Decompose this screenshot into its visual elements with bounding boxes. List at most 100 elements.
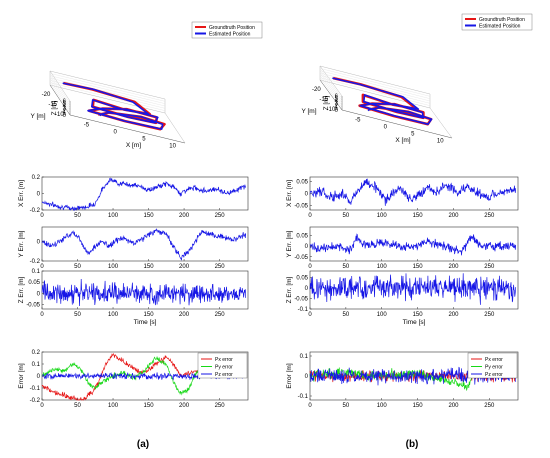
- grid-line: [49, 77, 166, 107]
- x-tick-label: 50: [74, 403, 81, 409]
- x-tick-label: 0: [308, 403, 312, 409]
- x-tick-label: 150: [413, 312, 424, 318]
- x-axis-label: X [m]: [126, 142, 141, 149]
- y-axis-label: Z Err. [m]: [286, 276, 293, 303]
- box-edge: [319, 65, 431, 95]
- y-tick-label: 0: [37, 291, 41, 297]
- x-tick-label: 150: [144, 312, 155, 318]
- grid-line: [49, 77, 71, 109]
- z-tick-label: 3: [63, 106, 67, 112]
- x-axis-label: Time [s]: [134, 319, 157, 326]
- grid-line: [319, 72, 343, 104]
- plot-frame: [41, 176, 249, 211]
- y-tick-label: -0.05: [294, 296, 308, 302]
- x-tick-label: 150: [144, 264, 155, 270]
- x-tick-label: 150: [413, 213, 424, 219]
- grid-line: [49, 73, 166, 102]
- series-line: [309, 273, 517, 305]
- x-tick-label: 10: [169, 144, 176, 150]
- y-axis-label: Y [m]: [301, 108, 316, 115]
- z-tick-label: 1: [63, 111, 67, 117]
- x-tick-label: 200: [179, 213, 190, 219]
- x-tick-label: 250: [215, 312, 226, 318]
- y-tick-label: 0: [305, 374, 309, 380]
- box-edge: [429, 107, 453, 139]
- x-tick-label: -5: [84, 123, 90, 129]
- z-tick-label: 3: [335, 101, 339, 107]
- x-tick-label: 50: [74, 312, 81, 318]
- y-tick-label: -15: [319, 97, 328, 103]
- x-axis-label: Time [s]: [403, 319, 426, 326]
- x-tick-label: 200: [448, 312, 459, 318]
- legend-entry: Px error: [485, 357, 503, 363]
- x-tick-label: 250: [215, 403, 226, 409]
- plot-a-y: 0 50 100 150 200 250-0.20Y Err. [m]: [18, 226, 249, 270]
- x-tick-label: 5: [411, 132, 415, 138]
- y-tick-label: -0.2: [30, 398, 41, 404]
- x-tick-label: 200: [179, 312, 190, 318]
- y-tick-label: 0.1: [300, 354, 309, 360]
- y-tick-label: 0: [37, 374, 41, 380]
- y-axis-label: X Err. [m]: [286, 180, 293, 207]
- y-tick-label: -0.1: [298, 394, 309, 400]
- legend-entry: Px error: [215, 357, 233, 363]
- x-tick-label: 50: [343, 403, 350, 409]
- x-tick-label: 150: [144, 403, 155, 409]
- trajectory-estimated: [332, 77, 433, 125]
- box-edge: [319, 79, 343, 111]
- y-tick-label: 0.05: [296, 234, 308, 240]
- grid-line: [319, 70, 343, 101]
- box-edge: [164, 112, 186, 144]
- grid-line: [49, 73, 71, 104]
- y-axis-label: Y [m]: [30, 113, 45, 120]
- x-tick-label: 50: [343, 312, 350, 318]
- series-line: [309, 233, 517, 256]
- series-line: [309, 178, 517, 206]
- y-tick-label: -10: [55, 112, 64, 118]
- plot-a-p: 0 50 100 150 200 250 -0.2 -0.1 0 0.1 0.2 Error [m] P…: [18, 350, 249, 409]
- y-tick-label: -15: [48, 102, 57, 108]
- y-tick-label: 0.2: [32, 175, 41, 181]
- legend-entry: Pz error: [215, 372, 233, 378]
- grid-line: [319, 70, 431, 99]
- x-tick-label: 0: [40, 264, 44, 270]
- grid-line: [319, 75, 343, 106]
- grid-line: [319, 68, 431, 97]
- plot-a-x: 0 50 100 150 200 250-0.200.2X Err. [m]: [18, 175, 249, 219]
- x-tick-label: 200: [448, 403, 459, 409]
- box-edge: [49, 70, 166, 100]
- grid-line: [319, 77, 431, 106]
- x-tick-label: 0: [113, 130, 117, 136]
- x-tick-label: 0: [40, 213, 44, 219]
- box-edge: [49, 84, 71, 116]
- y-axis-label: Error [m]: [286, 363, 293, 388]
- y-axis-label: X Err. [m]: [18, 180, 25, 207]
- legend-box: [191, 21, 263, 39]
- y-axis-label: Y Err. [m]: [18, 230, 25, 257]
- y-tick-label: -0.1: [30, 386, 41, 392]
- z-tick-label: 6: [63, 99, 67, 105]
- z-axis-label: Z [m]: [51, 100, 58, 115]
- y-tick-label: 0.05: [296, 275, 308, 281]
- y-tick-label: 0: [305, 192, 309, 198]
- y-tick-label: 0: [305, 244, 309, 250]
- z-tick-label: 2: [63, 108, 67, 114]
- x-tick-label: 200: [448, 213, 459, 219]
- y-tick-label: 0.1: [32, 362, 41, 368]
- x-tick-label: 250: [215, 213, 226, 219]
- x-tick-label: 250: [484, 264, 495, 270]
- grid-line: [319, 68, 343, 99]
- series-line: [42, 177, 247, 212]
- y-tick-label: -20: [312, 87, 321, 93]
- x-tick-label: 100: [108, 264, 119, 270]
- grid-line: [319, 72, 431, 102]
- x-tick-label: 50: [74, 213, 81, 219]
- x-tick-label: 250: [484, 403, 495, 409]
- x-tick-label: 100: [108, 213, 119, 219]
- x-tick-label: 100: [377, 403, 388, 409]
- legend-entry: Py error: [215, 365, 233, 371]
- plot-frame: [41, 226, 249, 262]
